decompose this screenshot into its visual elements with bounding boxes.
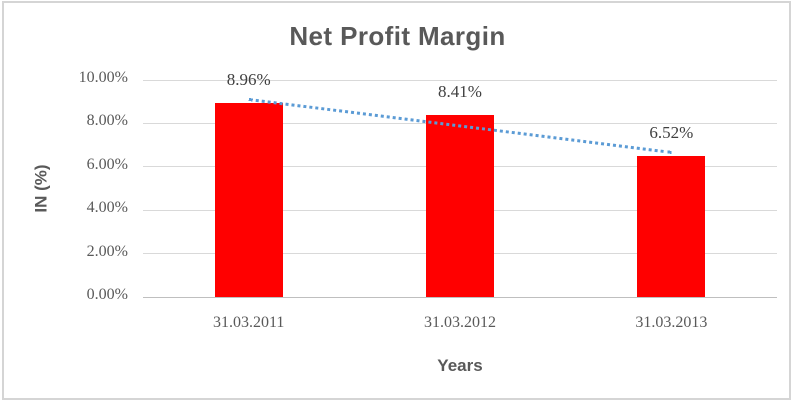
bar-31.03.2011 [214, 102, 283, 297]
y-tick-label: 10.00% [78, 69, 128, 86]
x-tick-label: 31.03.2013 [635, 314, 708, 331]
x-axis-title: Years [437, 356, 483, 375]
bar-31.03.2013 [637, 155, 706, 297]
x-axis-line [143, 296, 777, 298]
chart-title: Net Profit Margin [289, 21, 506, 51]
x-tick-label: 31.03.2012 [424, 314, 496, 331]
data-label: 8.41% [438, 81, 482, 101]
y-tick-label: 4.00% [86, 199, 128, 217]
data-label: 6.52% [649, 122, 694, 142]
bar-31.03.2012 [426, 114, 494, 297]
data-label: 8.96% [226, 69, 271, 89]
x-tick-label: 31.03.2011 [212, 314, 285, 331]
plot-area: 8.96% 8.41% 6.52% [143, 70, 777, 298]
y-tick-label: 0.00% [86, 286, 128, 303]
y-tick-label: 6.00% [86, 155, 128, 173]
gridline [143, 79, 777, 81]
y-tick-label: 2.00% [86, 242, 128, 260]
y-tick-label: 8.00% [86, 112, 128, 130]
